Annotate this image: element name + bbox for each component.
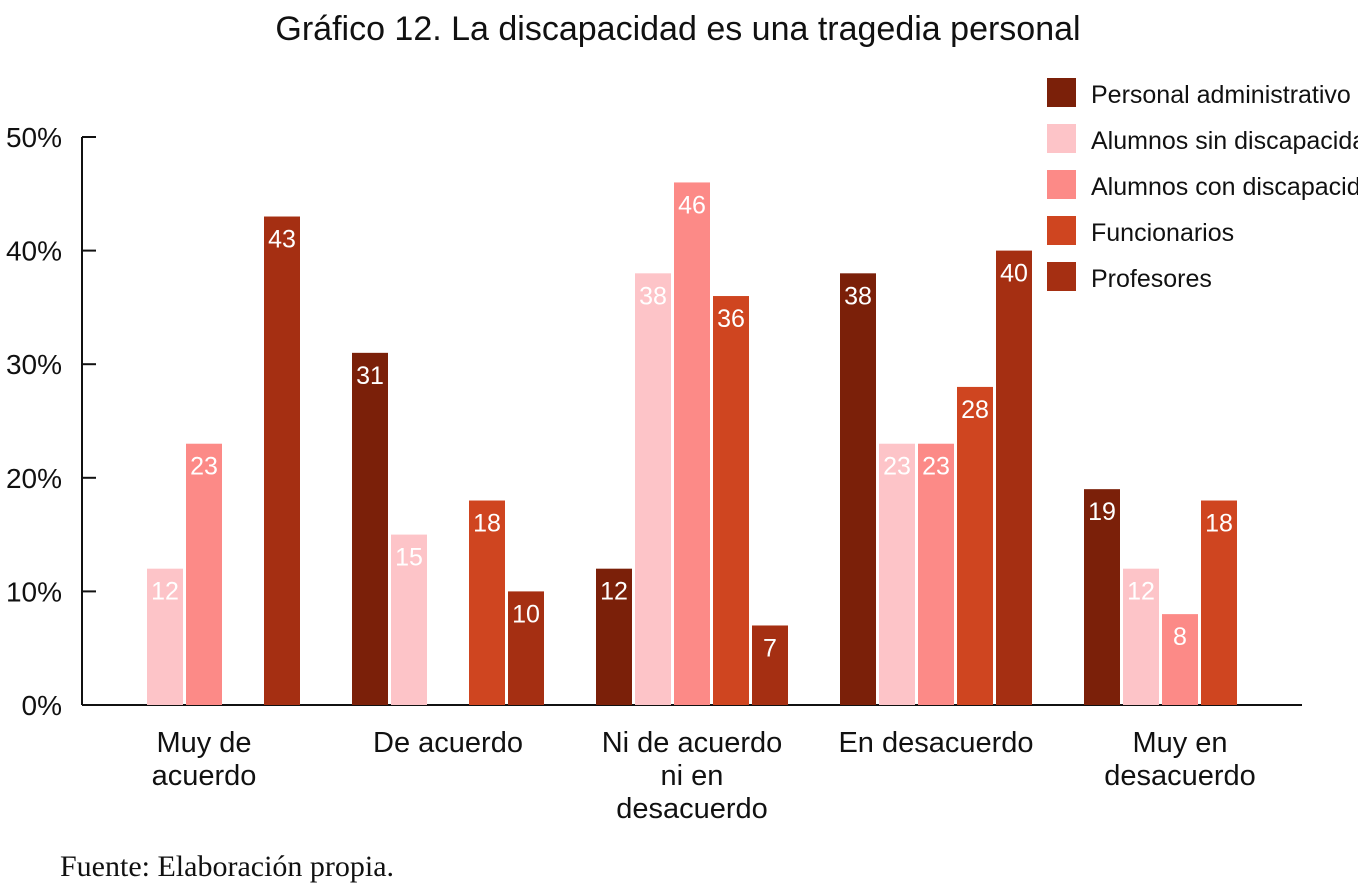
bar-value-label: 12 [1127,578,1155,606]
legend-swatch [1047,170,1076,199]
bar [508,591,544,705]
bar-value-label: 12 [600,578,628,606]
y-tick-label: 10% [6,576,62,607]
bar-value-label: 8 [1173,623,1187,651]
legend-label: Profesores [1091,265,1212,293]
legend-swatch [1047,124,1076,153]
bar [1123,568,1159,705]
bar [752,625,788,705]
category-label: En desacuerdo [838,727,1033,759]
bar-value-label: 40 [1000,260,1028,288]
bar [147,568,183,705]
bar-value-label: 38 [844,282,872,310]
legend-swatch [1047,216,1076,245]
bar [264,216,300,705]
bar [635,273,671,705]
y-tick-label: 20% [6,463,62,494]
bar [596,568,632,705]
bar [186,443,222,705]
bar-value-label: 43 [268,226,296,254]
legend-label: Personal administrativo [1091,81,1351,109]
bar-value-label: 23 [190,453,218,481]
source-note: Fuente: Elaboración propia. [60,850,394,883]
bar-value-label: 19 [1088,498,1116,526]
category-label: acuerdo [152,760,257,792]
category-label: ni en [661,760,724,792]
legend-swatch [1047,262,1076,291]
category-label: desacuerdo [616,793,768,825]
bar-value-label: 12 [151,578,179,606]
y-tick-label: 0% [22,690,62,721]
legend-swatch [1047,78,1076,107]
bar-value-label: 46 [678,191,706,219]
bar [1162,614,1198,705]
bar [1084,489,1120,705]
bar [996,250,1032,705]
bar-value-label: 38 [639,282,667,310]
bar [918,443,954,705]
y-tick-label: 50% [6,122,62,153]
bar [391,534,427,705]
bar-value-label: 23 [883,453,911,481]
legend-label: Funcionarios [1091,219,1234,247]
category-label: desacuerdo [1104,760,1256,792]
chart-title: Gráfico 12. La discapacidad es una trage… [275,10,1080,48]
bar [713,296,749,705]
category-label: Ni de acuerdo [602,727,783,759]
bar-value-label: 10 [512,600,540,628]
bar-value-label: 36 [717,305,745,333]
legend-label: Alumnos con discapacidad [1091,173,1358,201]
y-tick-label: 40% [6,236,62,267]
bar [352,352,388,705]
bar [879,443,915,705]
bar [840,273,876,705]
bar-value-label: 18 [473,510,501,538]
category-label: De acuerdo [373,727,523,759]
bar-value-label: 31 [356,362,384,390]
bar [469,500,505,705]
bar [957,386,993,705]
category-label: Muy de [156,727,251,759]
category-label: Muy en [1132,727,1227,759]
bar-value-label: 18 [1205,510,1233,538]
y-tick-label: 30% [6,349,62,380]
bar [1201,500,1237,705]
bar-value-label: 23 [922,453,950,481]
legend-label: Alumnos sin discapacidad [1091,127,1358,155]
bar [674,182,710,705]
bar-value-label: 7 [763,634,777,662]
bar-value-label: 28 [961,396,989,424]
bar-value-label: 15 [395,544,423,572]
